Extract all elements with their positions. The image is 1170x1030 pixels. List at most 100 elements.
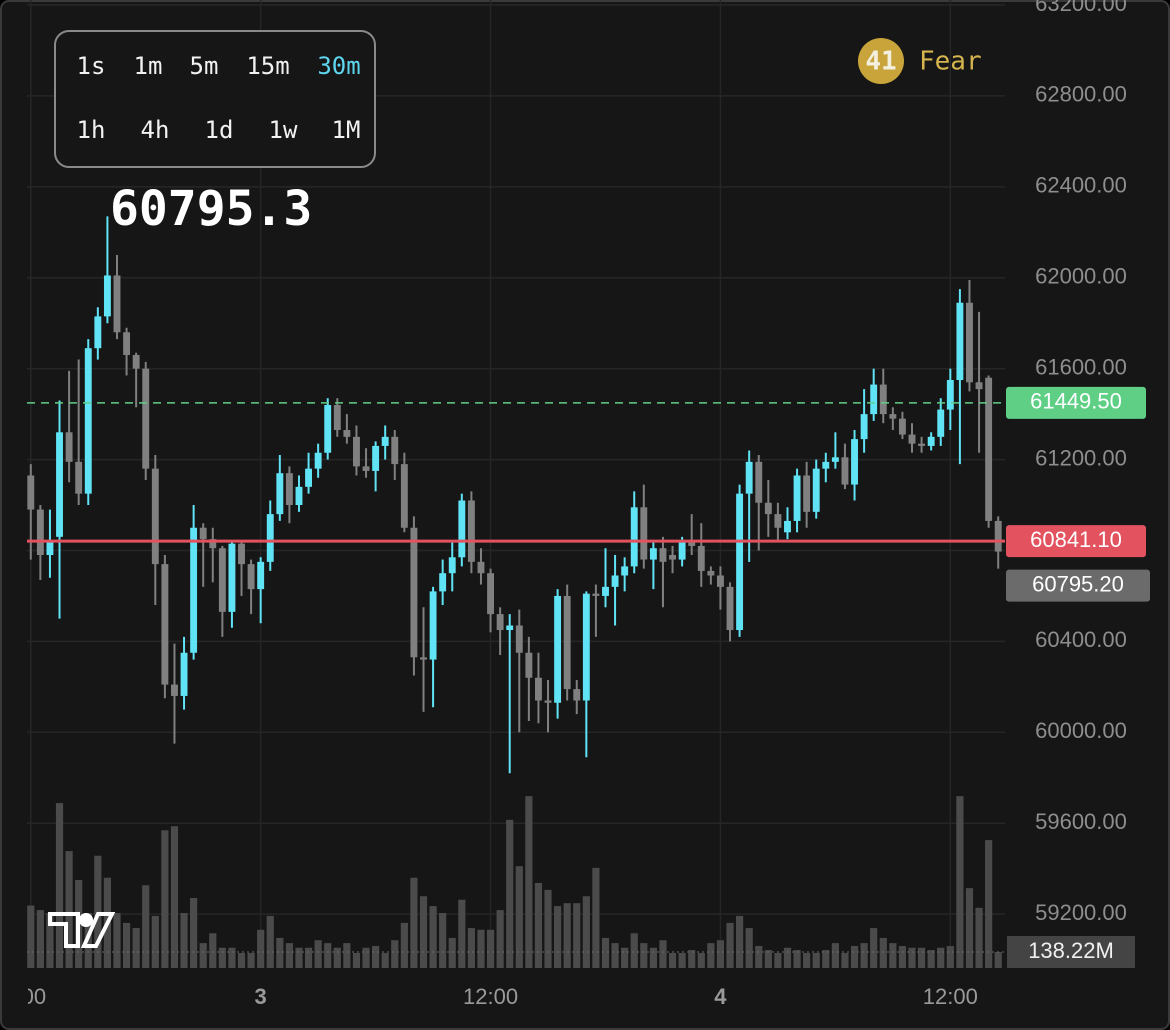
sentiment-label: Fear	[919, 47, 982, 77]
volume-bar	[142, 885, 150, 968]
volume-bar	[372, 946, 380, 968]
candle-body	[295, 486, 303, 506]
candle-body	[27, 475, 35, 510]
candle-body	[822, 461, 830, 469]
candle-body	[56, 432, 63, 537]
volume-bar	[592, 867, 600, 968]
volume-bar	[860, 943, 868, 968]
candle-body	[132, 355, 140, 369]
volume-bar	[362, 947, 370, 968]
logo	[48, 912, 116, 948]
candle-body	[458, 500, 466, 558]
timeframe-button[interactable]: 1d	[205, 116, 234, 144]
last-price-tag	[1006, 569, 1150, 602]
axis-layer: 63200.00 62800.00 62400.00 62000.00 61600.00…	[2, 0, 1150, 1020]
volume-bar	[218, 947, 226, 968]
candle-body	[640, 507, 648, 560]
candle-body	[353, 436, 360, 467]
candle-body	[420, 657, 427, 660]
timeframe-button[interactable]: 1h	[77, 116, 106, 144]
candle-body	[477, 561, 485, 574]
volume-bar	[410, 877, 418, 968]
volume-bar	[745, 928, 753, 968]
volume-bar	[314, 940, 322, 968]
candle-body	[956, 302, 964, 381]
timeframe-button[interactable]: 1w	[269, 116, 298, 144]
timeframe-button[interactable]: 1s	[77, 52, 106, 80]
timeframe-button[interactable]: 30m	[317, 52, 360, 80]
volume-bar	[965, 888, 974, 968]
volume-bar	[601, 937, 610, 968]
candle-body	[602, 586, 609, 596]
volume-tag	[1007, 936, 1135, 969]
volume-bar	[678, 952, 686, 968]
volume-bar	[898, 946, 907, 968]
candle-body	[707, 570, 715, 576]
y-tick-label: 59600.00	[1035, 809, 1127, 834]
candle-body	[611, 575, 619, 587]
volume-bar	[946, 946, 954, 968]
price-lines	[27, 402, 1005, 953]
candle-body	[324, 405, 332, 453]
volume-bar	[975, 907, 983, 968]
volume-bar	[927, 950, 935, 968]
volume-bar	[122, 922, 131, 968]
x-axis-clip	[2, 975, 28, 1020]
volume-bar	[707, 943, 715, 968]
candle-body	[429, 591, 437, 660]
candle-body	[621, 566, 629, 576]
volume-bar	[237, 952, 246, 968]
candle-body	[716, 575, 724, 587]
volume-bar	[132, 928, 140, 968]
volume-bar	[276, 937, 284, 968]
candle-body	[151, 468, 159, 565]
candle-body	[573, 689, 581, 701]
timeframe-button[interactable]: 1m	[134, 52, 163, 80]
candle-body	[946, 380, 954, 410]
candle-body	[908, 434, 916, 444]
logo-t	[48, 912, 80, 948]
timeframe-button[interactable]: 1M	[332, 116, 361, 144]
volume-bar	[333, 947, 341, 968]
candle-body	[113, 275, 121, 333]
volume-bar	[764, 950, 772, 968]
candle-body	[966, 302, 973, 383]
candle-body	[688, 541, 696, 546]
volume-bar	[563, 903, 571, 968]
candle-body	[784, 520, 791, 533]
volume-bar	[649, 947, 657, 968]
volume-bar	[161, 830, 169, 968]
volume-bar	[190, 897, 198, 968]
volume-bar	[573, 903, 581, 968]
volume-bar	[199, 943, 207, 968]
logo-v	[80, 912, 116, 948]
y-tick-label: 60400.00	[1035, 627, 1127, 652]
candle-layer	[27, 216, 1002, 774]
x-tick-label: 12:00	[923, 984, 978, 1009]
candle-body	[803, 475, 811, 512]
volume-bar	[994, 952, 1002, 968]
candle-body	[985, 377, 993, 521]
x-tick-label: 3	[255, 984, 267, 1009]
timeframe-button[interactable]: 4h	[141, 116, 170, 144]
volume-bar	[554, 906, 562, 968]
candle-body	[190, 527, 198, 653]
volume-bar	[621, 947, 629, 968]
volume-bar	[659, 940, 667, 968]
candle-body	[333, 405, 341, 431]
candle-body	[487, 573, 495, 615]
volume-bar	[429, 906, 437, 968]
candle-body	[391, 436, 399, 465]
volume-bar	[908, 947, 916, 968]
price-line-label: 61449.50	[1030, 389, 1122, 414]
candle-body	[276, 473, 284, 515]
candle-body	[228, 543, 236, 612]
y-tick-label: 63200.00	[1035, 0, 1127, 16]
volume-bar	[831, 943, 839, 968]
timeframe-button[interactable]: 5m	[190, 52, 219, 80]
volume-bar	[151, 915, 159, 968]
candle-body	[592, 593, 600, 596]
timeframe-button[interactable]: 15m	[246, 52, 289, 80]
